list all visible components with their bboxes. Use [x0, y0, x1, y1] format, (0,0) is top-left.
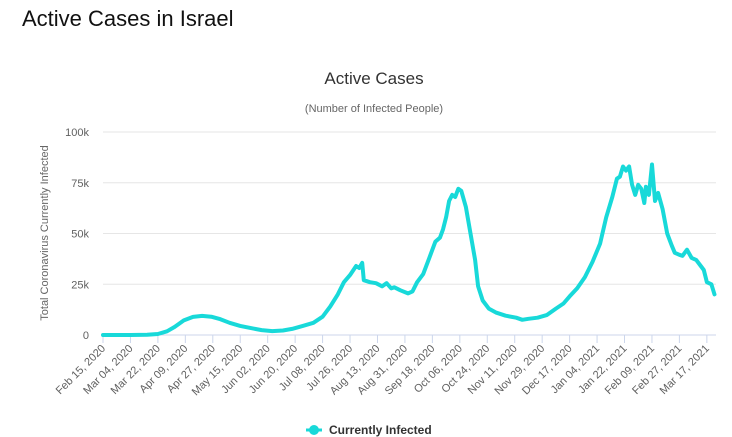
series-line-currently-infected[interactable]	[101, 162, 717, 337]
series-group	[101, 162, 717, 337]
y-tick-label: 75k	[71, 178, 89, 190]
y-tick-label: 25k	[71, 279, 89, 291]
y-tick-label: 0	[83, 330, 89, 342]
y-tick-label: 100k	[65, 127, 89, 139]
y-axis-ticks: 0 25k 50k 75k 100k	[65, 127, 89, 342]
chart-subtitle: (Number of Infected People)	[305, 103, 443, 115]
y-axis-title: Total Coronavirus Currently Infected	[39, 145, 51, 320]
page-heading: Active Cases in Israel	[22, 6, 234, 31]
gridlines	[103, 131, 716, 336]
legend[interactable]: Currently Infected	[306, 423, 432, 437]
y-tick-label: 50k	[71, 229, 89, 241]
legend-swatch-marker	[309, 425, 319, 435]
chart-title: Active Cases	[324, 69, 423, 88]
legend-label: Currently Infected	[329, 423, 432, 437]
